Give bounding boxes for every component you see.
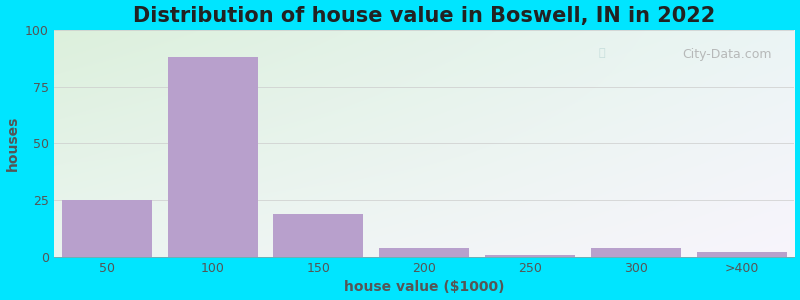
Bar bbox=[590, 248, 681, 257]
Bar bbox=[62, 200, 152, 257]
Text: City-Data.com: City-Data.com bbox=[682, 48, 772, 61]
Bar bbox=[697, 253, 786, 257]
Title: Distribution of house value in Boswell, IN in 2022: Distribution of house value in Boswell, … bbox=[133, 6, 715, 26]
X-axis label: house value ($1000): house value ($1000) bbox=[344, 280, 504, 294]
Text: 🔍: 🔍 bbox=[598, 48, 605, 58]
Y-axis label: houses: houses bbox=[6, 116, 19, 171]
Bar bbox=[485, 255, 575, 257]
Bar bbox=[274, 214, 363, 257]
Bar bbox=[167, 57, 258, 257]
Bar bbox=[379, 248, 469, 257]
